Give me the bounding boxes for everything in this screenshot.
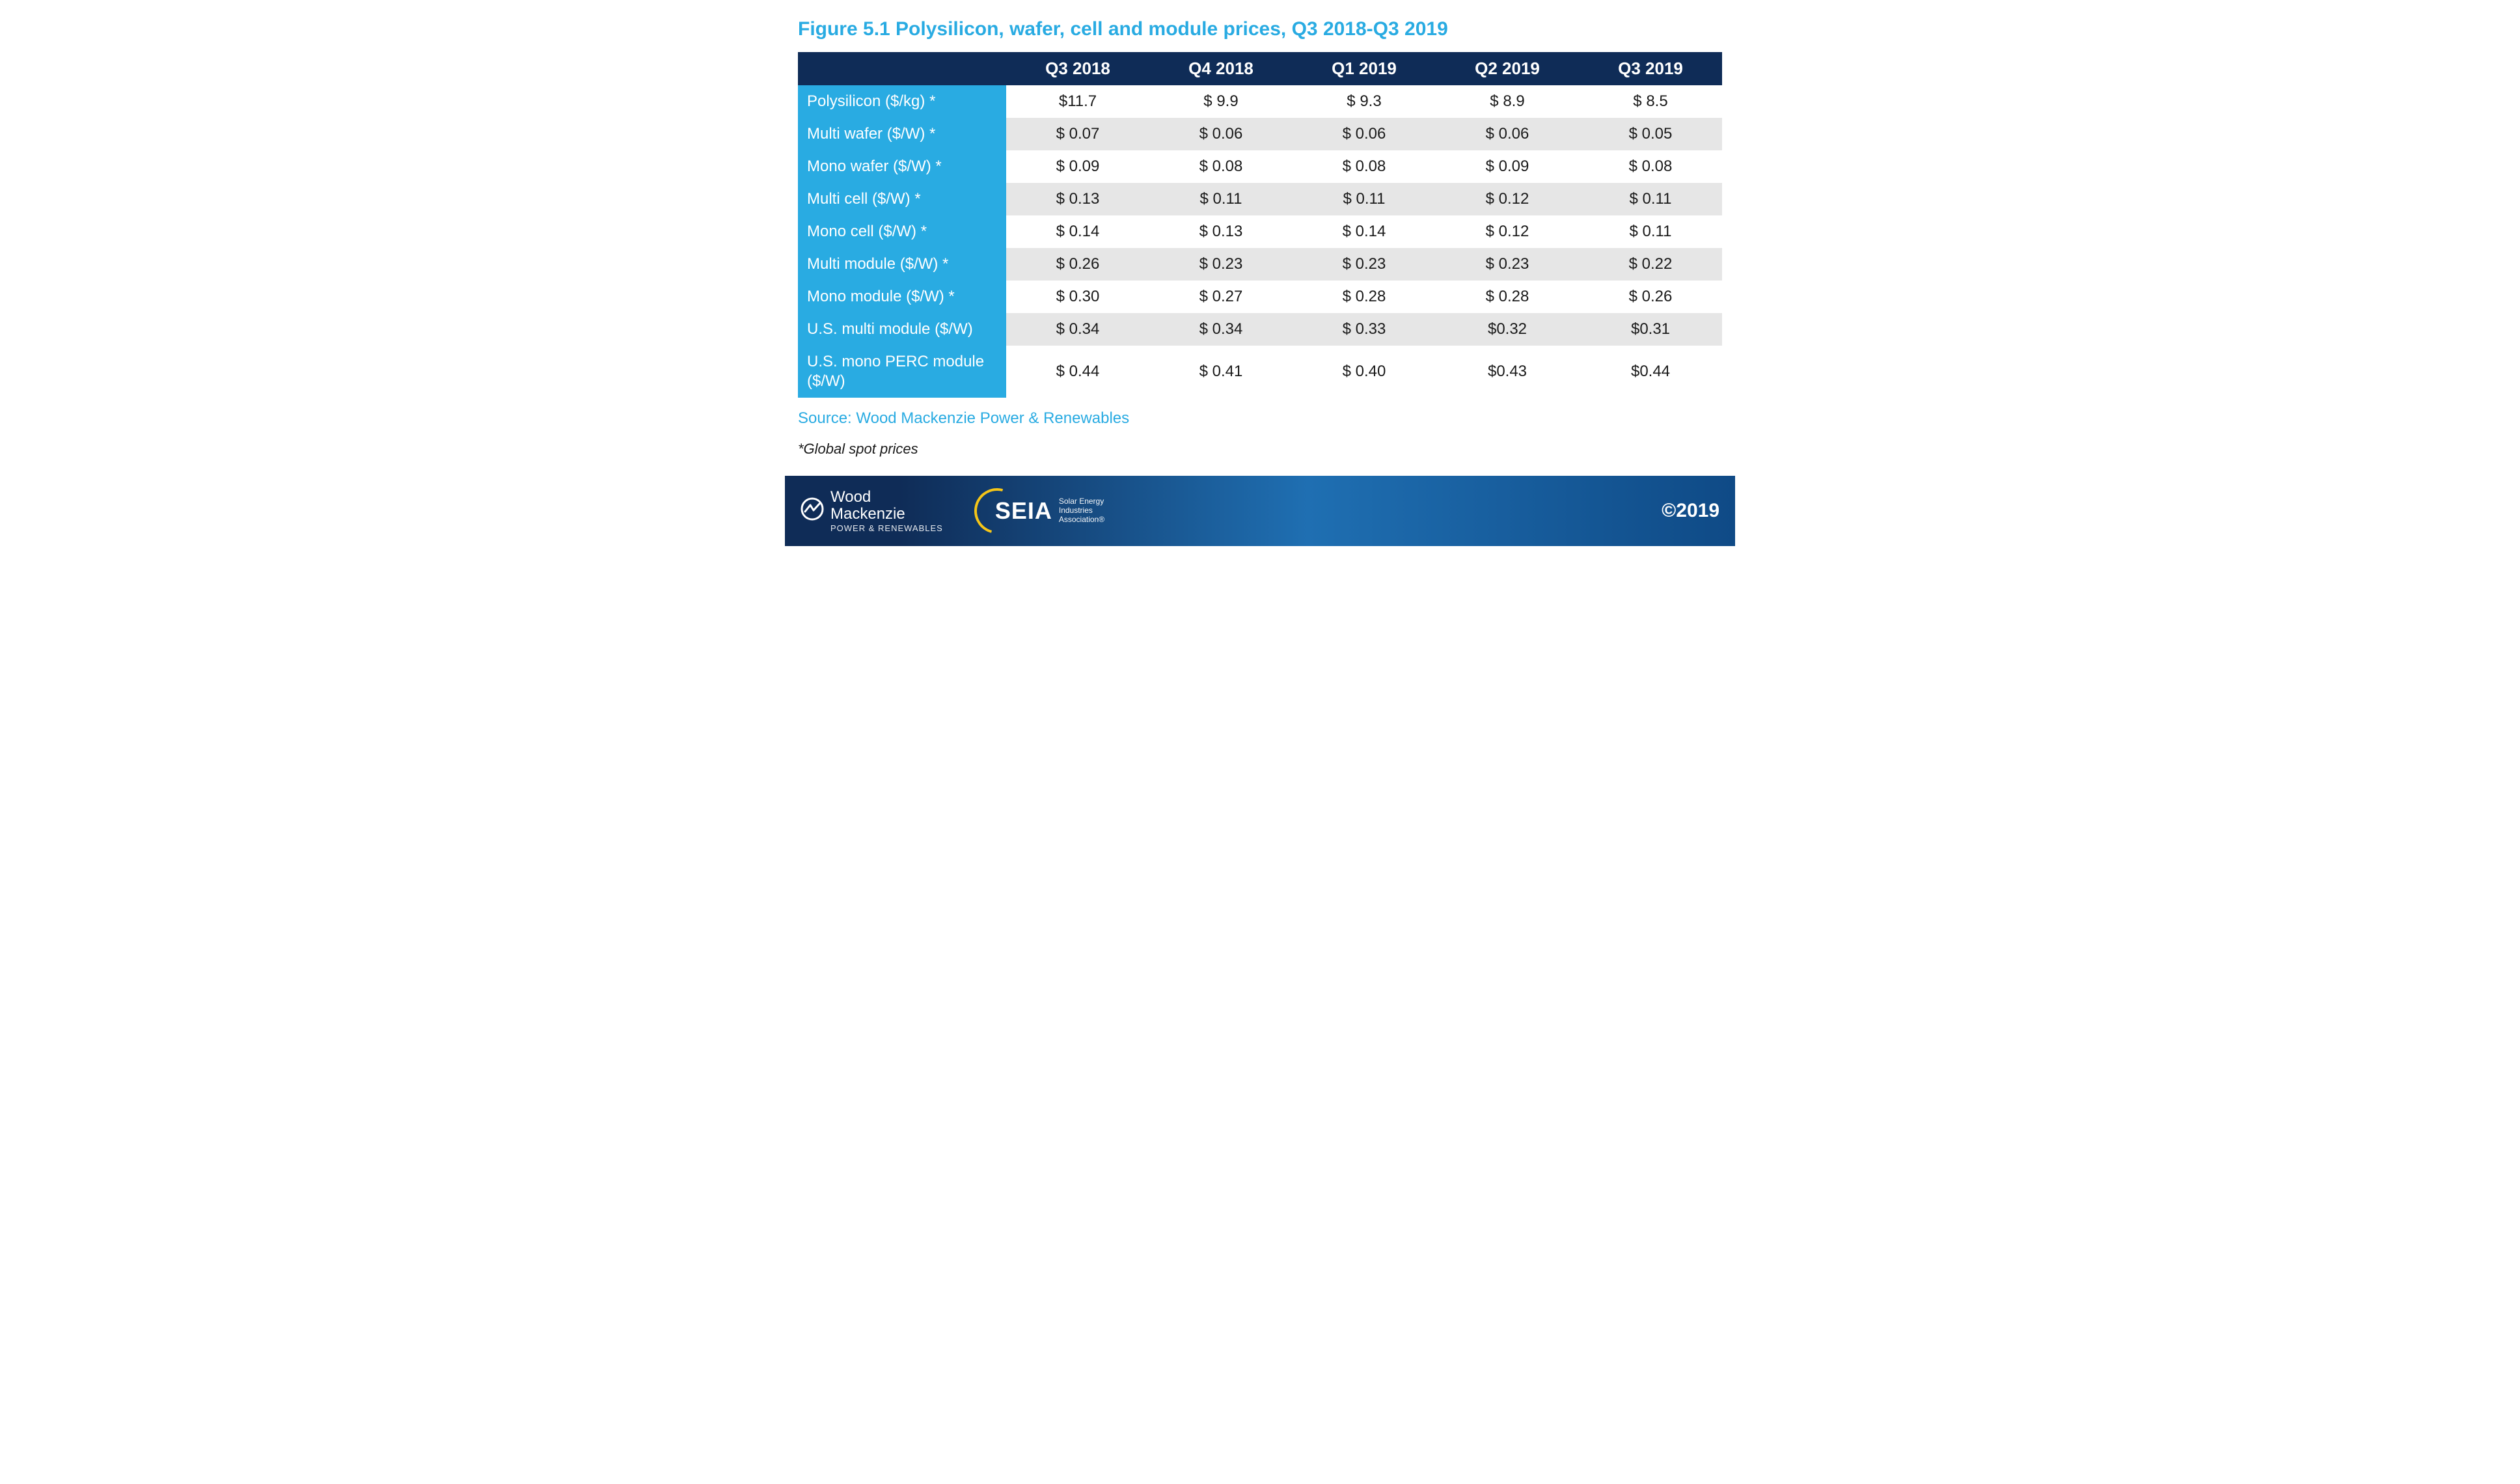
seia-ring-icon — [966, 480, 1028, 542]
cell-value: $ 0.26 — [1006, 248, 1149, 281]
cell-value: $ 0.41 — [1149, 346, 1293, 398]
cell-value: $ 0.23 — [1149, 248, 1293, 281]
table-row: U.S. multi module ($/W)$ 0.34$ 0.34$ 0.3… — [798, 313, 1722, 346]
row-label: Mono cell ($/W) * — [798, 215, 1006, 248]
cell-value: $ 0.09 — [1436, 150, 1579, 183]
row-label: U.S. multi module ($/W) — [798, 313, 1006, 346]
cell-value: $ 0.28 — [1293, 281, 1436, 313]
figure-footnote: *Global spot prices — [798, 441, 1722, 458]
copyright-text: ©2019 — [1662, 500, 1719, 522]
table-row: Polysilicon ($/kg) *$11.7$ 9.9$ 9.3$ 8.9… — [798, 85, 1722, 118]
cell-value: $ 0.26 — [1579, 281, 1722, 313]
col-header: Q2 2019 — [1436, 52, 1579, 85]
cell-value: $ 0.11 — [1149, 183, 1293, 215]
cell-value: $ 0.14 — [1006, 215, 1149, 248]
figure-title: Figure 5.1 Polysilicon, wafer, cell and … — [798, 18, 1722, 40]
row-label: Mono wafer ($/W) * — [798, 150, 1006, 183]
cell-value: $ 0.09 — [1006, 150, 1149, 183]
cell-value: $ 0.23 — [1436, 248, 1579, 281]
row-label: Multi module ($/W) * — [798, 248, 1006, 281]
cell-value: $ 0.22 — [1579, 248, 1722, 281]
cell-value: $ 0.14 — [1293, 215, 1436, 248]
cell-value: $ 0.30 — [1006, 281, 1149, 313]
seia-sub-line2: Industries — [1059, 506, 1093, 515]
table-row: Mono wafer ($/W) *$ 0.09$ 0.08$ 0.08$ 0.… — [798, 150, 1722, 183]
cell-value: $ 0.34 — [1006, 313, 1149, 346]
cell-value: $ 0.44 — [1006, 346, 1149, 398]
cell-value: $ 0.27 — [1149, 281, 1293, 313]
wm-name-line2: Mackenzie — [830, 506, 943, 522]
seia-sub-line3: Association® — [1059, 515, 1104, 524]
cell-value: $ 0.13 — [1149, 215, 1293, 248]
cell-value: $ 0.05 — [1579, 118, 1722, 150]
col-header: Q1 2019 — [1293, 52, 1436, 85]
cell-value: $11.7 — [1006, 85, 1149, 118]
row-label: Multi wafer ($/W) * — [798, 118, 1006, 150]
price-table: Q3 2018 Q4 2018 Q1 2019 Q2 2019 Q3 2019 … — [798, 52, 1722, 398]
wm-name-line1: Wood — [830, 489, 943, 505]
wood-mackenzie-logo: Wood Mackenzie POWER & RENEWABLES — [801, 489, 943, 532]
row-label: Multi cell ($/W) * — [798, 183, 1006, 215]
row-label: Polysilicon ($/kg) * — [798, 85, 1006, 118]
figure-source: Source: Wood Mackenzie Power & Renewable… — [798, 409, 1722, 428]
table-row: Multi wafer ($/W) *$ 0.07$ 0.06$ 0.06$ 0… — [798, 118, 1722, 150]
cell-value: $0.31 — [1579, 313, 1722, 346]
table-row: U.S. mono PERC module ($/W)$ 0.44$ 0.41$… — [798, 346, 1722, 398]
wm-mark-icon — [801, 497, 824, 525]
table-row: Multi module ($/W) *$ 0.26$ 0.23$ 0.23$ … — [798, 248, 1722, 281]
cell-value: $ 0.12 — [1436, 183, 1579, 215]
cell-value: $ 0.11 — [1579, 215, 1722, 248]
price-table-head: Q3 2018 Q4 2018 Q1 2019 Q2 2019 Q3 2019 — [798, 52, 1722, 85]
cell-value: $ 0.33 — [1293, 313, 1436, 346]
footer-bar: Wood Mackenzie POWER & RENEWABLES SEIA S… — [785, 476, 1735, 546]
seia-logo: SEIA Solar Energy Industries Association… — [974, 488, 1104, 534]
table-row: Mono module ($/W) *$ 0.30$ 0.27$ 0.28$ 0… — [798, 281, 1722, 313]
cell-value: $ 0.06 — [1149, 118, 1293, 150]
cell-value: $ 0.08 — [1149, 150, 1293, 183]
row-label: Mono module ($/W) * — [798, 281, 1006, 313]
cell-value: $ 0.11 — [1579, 183, 1722, 215]
cell-value: $ 8.5 — [1579, 85, 1722, 118]
cell-value: $0.32 — [1436, 313, 1579, 346]
cell-value: $ 0.11 — [1293, 183, 1436, 215]
col-header: Q4 2018 — [1149, 52, 1293, 85]
col-header: Q3 2019 — [1579, 52, 1722, 85]
price-table-body: Polysilicon ($/kg) *$11.7$ 9.9$ 9.3$ 8.9… — [798, 85, 1722, 398]
cell-value: $ 0.28 — [1436, 281, 1579, 313]
seia-subtext: Solar Energy Industries Association® — [1059, 497, 1104, 524]
table-row: Mono cell ($/W) *$ 0.14$ 0.13$ 0.14$ 0.1… — [798, 215, 1722, 248]
col-header: Q3 2018 — [1006, 52, 1149, 85]
cell-value: $ 0.13 — [1006, 183, 1149, 215]
cell-value: $ 9.9 — [1149, 85, 1293, 118]
cell-value: $ 0.07 — [1006, 118, 1149, 150]
cell-value: $ 0.34 — [1149, 313, 1293, 346]
cell-value: $ 0.08 — [1579, 150, 1722, 183]
cell-value: $ 0.12 — [1436, 215, 1579, 248]
cell-value: $ 0.06 — [1293, 118, 1436, 150]
cell-value: $0.43 — [1436, 346, 1579, 398]
row-label: U.S. mono PERC module ($/W) — [798, 346, 1006, 398]
figure-container: Figure 5.1 Polysilicon, wafer, cell and … — [785, 0, 1735, 458]
cell-value: $ 9.3 — [1293, 85, 1436, 118]
header-blank — [798, 52, 1006, 85]
cell-value: $ 0.06 — [1436, 118, 1579, 150]
seia-sub-line1: Solar Energy — [1059, 497, 1104, 506]
cell-value: $0.44 — [1579, 346, 1722, 398]
cell-value: $ 8.9 — [1436, 85, 1579, 118]
cell-value: $ 0.23 — [1293, 248, 1436, 281]
cell-value: $ 0.40 — [1293, 346, 1436, 398]
cell-value: $ 0.08 — [1293, 150, 1436, 183]
wm-subline: POWER & RENEWABLES — [830, 524, 943, 533]
table-row: Multi cell ($/W) *$ 0.13$ 0.11$ 0.11$ 0.… — [798, 183, 1722, 215]
